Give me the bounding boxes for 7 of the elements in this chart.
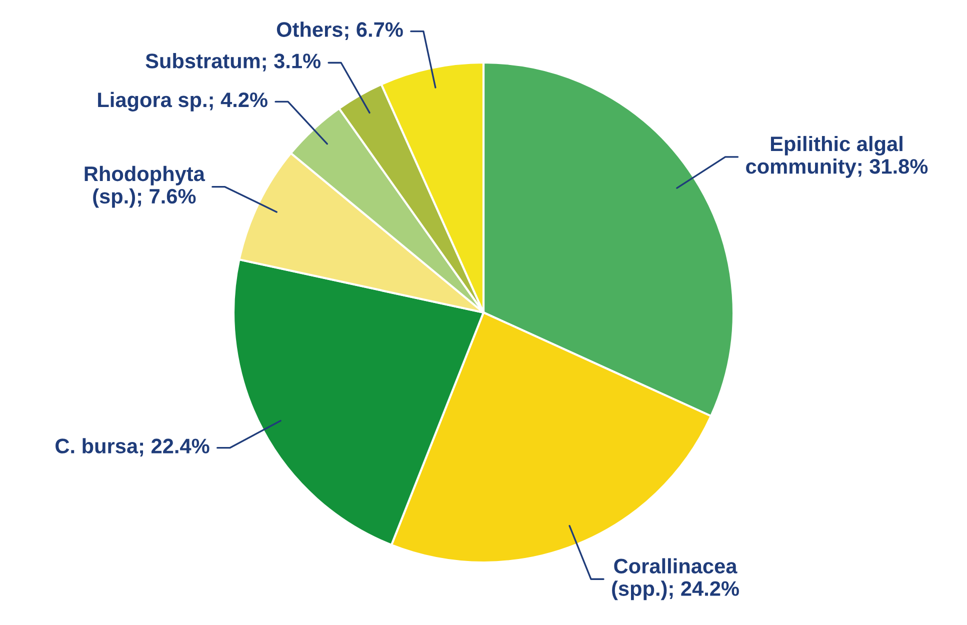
slice-label: Substratum; 3.1% [146, 53, 321, 72]
slice-label: Liagora sp.; 4.2% [98, 92, 268, 112]
slice-label: Others; 6.7% [276, 22, 403, 40]
slice-label: Corallinacea (spp.); 24.2% [612, 558, 739, 600]
slice-label: C. bursa; 22.4% [56, 438, 210, 456]
slice-label: Epilithic algal community; 31.8% [746, 136, 928, 178]
slice-label: Rhodophyta (sp.); 7.6% [84, 166, 206, 208]
